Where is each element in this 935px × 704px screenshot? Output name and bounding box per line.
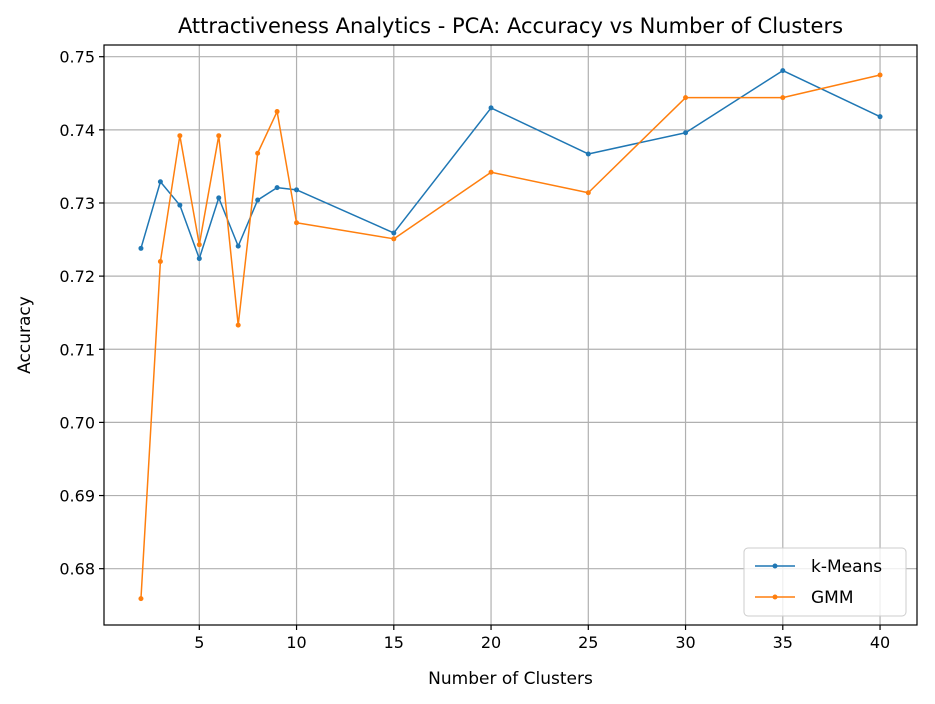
k-means-point [585,151,591,157]
gmm-point [157,258,163,264]
k-means-point [177,202,183,208]
k-means-point [235,243,241,249]
axis-ticks: 5 10 15 20 25 30 35 40 0.68 0.69 0.70 0.71 0.72 0.73 0… [59,48,890,652]
y-tick-label: 0.69 [59,487,95,506]
k-means-point [274,185,280,191]
legend-box [743,547,907,617]
gmm-point [255,150,261,156]
k-means-point [780,68,786,74]
k-means-point [157,179,163,185]
k-means-point [138,245,144,251]
legend-kmeans-label: k-Means [811,557,882,577]
gmm-point [585,190,591,196]
k-means-point [683,130,689,136]
gmm-point [216,133,222,139]
y-tick-label: 0.71 [59,340,95,359]
y-tick-label: 0.70 [59,413,95,432]
y-axis-label: Accuracy [15,296,35,374]
y-tick-label: 0.75 [59,48,95,67]
k-means-point [196,256,202,262]
k-means-point [255,197,261,203]
gmm-point [274,109,280,115]
y-tick-label: 0.74 [59,121,95,140]
x-tick-label: 15 [384,633,404,652]
gmm-point [391,236,397,242]
gmm-point [138,596,144,602]
plot-frame [103,44,918,626]
gmm-point [780,95,786,101]
k-means-point [877,114,883,120]
gmm-point [177,133,183,139]
gmm-point [196,242,202,248]
gmm-point [294,220,300,226]
x-tick-label: 25 [578,633,598,652]
legend-gmm-label: GMM [811,588,854,608]
chart-title: Attractiveness Analytics - PCA: Accuracy… [178,14,843,38]
y-tick-label: 0.73 [59,194,95,213]
x-tick-label: 10 [286,633,306,652]
y-tick-label: 0.72 [59,267,95,286]
k-means-point [391,230,397,236]
gmm-point [235,322,241,328]
gmm-point [877,72,883,78]
legend-kmeans-marker [772,563,778,569]
grid [104,45,917,625]
x-axis-label: Number of Clusters [428,669,593,689]
gmm-point [683,95,689,101]
x-tick-label: 20 [481,633,501,652]
y-tick-label: 0.68 [59,560,95,579]
k-means-point [488,105,494,111]
x-tick-label: 5 [194,633,204,652]
x-tick-label: 35 [773,633,793,652]
x-tick-label: 40 [870,633,890,652]
legend-gmm-marker [772,594,778,600]
k-means-point [216,195,222,201]
x-tick-label: 30 [675,633,695,652]
gmm-point [488,169,494,175]
k-means-point [294,187,300,193]
plot-series [138,68,883,602]
legend: k-Means GMM [743,547,907,617]
